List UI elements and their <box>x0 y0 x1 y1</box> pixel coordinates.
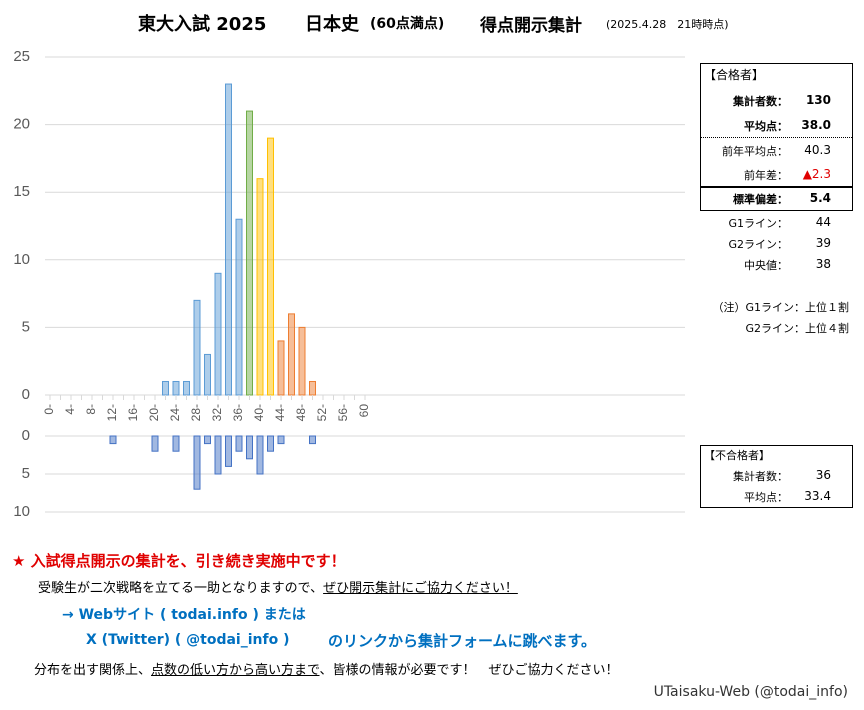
bar <box>204 435 211 445</box>
bar <box>151 435 159 452</box>
note: G2ライン：上位４割 <box>745 322 849 335</box>
bar <box>267 435 274 452</box>
y-tick-label: 0 <box>22 427 30 444</box>
bar <box>162 380 169 396</box>
bar <box>172 435 180 452</box>
bar <box>309 435 316 445</box>
bar <box>235 218 243 396</box>
stat-value: 39 <box>815 236 831 250</box>
stat-value: 5.4 <box>809 191 831 205</box>
x-tick-label: 56- <box>336 404 350 421</box>
separator <box>700 186 852 188</box>
bar <box>235 435 243 452</box>
title-subject: 日本史 <box>305 14 359 35</box>
x-link: X (Twitter) ( @todai_info ) <box>86 632 290 648</box>
bar <box>193 299 201 396</box>
x-tick-label: 32- <box>210 404 224 421</box>
stat-label: 前年差： <box>744 169 788 182</box>
x-tick-label: 52- <box>315 404 329 421</box>
stat-value: ▲2.3 <box>802 167 831 181</box>
bar <box>246 435 253 460</box>
text: 分布を出す関係上、 <box>34 663 152 678</box>
title-exam: 東大入試 2025 <box>138 14 267 35</box>
bar <box>225 83 232 396</box>
bar <box>172 380 180 396</box>
bar <box>256 435 264 475</box>
y-tick-label: 5 <box>22 465 30 482</box>
text: 、皆様の情報が必要です！ ぜひご協力ください！ <box>319 663 619 678</box>
x-tick-label: 60 <box>357 404 371 418</box>
x-tick-label: 20- <box>147 404 161 421</box>
bar <box>225 435 232 467</box>
y-tick-label: 20 <box>13 116 30 133</box>
y-tick-label: 10 <box>13 251 30 268</box>
x-tick-label: 0- <box>42 404 56 415</box>
stat-heading: 【不合格者】 <box>704 449 770 462</box>
title-timestamp: (2025.4.28 21時時点) <box>606 18 729 31</box>
bar <box>214 435 222 475</box>
y-tick-label: 10 <box>13 503 30 520</box>
stat-label: 前年平均点： <box>722 145 788 158</box>
text: 受験生が二次戦略を立てる一助となりますので、 <box>38 581 324 596</box>
stat-heading: 【合格者】 <box>704 68 765 82</box>
message-line: 分布を出す関係上、点数の低い方から高い方まで、皆様の情報が必要です！ ぜひご協力… <box>34 659 619 678</box>
message-line: 受験生が二次戦略を立てる一助となりますので、ぜひ開示集計にご協力ください！ <box>38 577 518 596</box>
stat-value: 40.3 <box>804 143 831 157</box>
headline: ★ 入試得点開示の集計を、引き続き実施中です！ <box>12 552 346 570</box>
web-link: → Webサイト ( todai.info ) または <box>62 607 306 623</box>
x-tick-label: 48- <box>294 404 308 421</box>
bar <box>298 326 306 396</box>
footer: UTaisaku-Web (@todai_info) <box>653 684 848 700</box>
x-tick-label: 28- <box>189 404 203 421</box>
x-tick-label: 36- <box>231 404 245 421</box>
stat-value: 44 <box>815 215 831 229</box>
x-tick-label: 44- <box>273 404 287 421</box>
link-note: のリンクから集計フォームに跳べます。 <box>328 632 597 650</box>
stat-label: 集計者数： <box>733 470 788 483</box>
stat-value: 38.0 <box>801 118 831 132</box>
y-tick-label: 25 <box>13 48 30 65</box>
title-heading: 得点開示集計 <box>480 16 582 36</box>
stat-value: 130 <box>805 93 831 107</box>
text: 点数の低い方から高い方まで <box>151 663 320 678</box>
stat-value: 36 <box>815 468 831 482</box>
text: ぜひ開示集計にご協力ください！ <box>323 581 518 596</box>
bar <box>277 435 285 445</box>
title-full-marks: (60点満点) <box>370 16 445 32</box>
stat-label: 中央値： <box>744 259 788 272</box>
stat-label: 標準偏差： <box>733 193 788 206</box>
bar <box>267 137 274 396</box>
stat-label: 平均点： <box>744 120 788 133</box>
x-tick-label: 24- <box>168 404 182 421</box>
bar <box>204 353 211 396</box>
note: （注）G1ライン：上位１割 <box>712 301 849 314</box>
bar <box>288 313 295 396</box>
x-tick-label: 8- <box>84 404 98 415</box>
stat-value: 33.4 <box>804 489 831 503</box>
x-tick-label: 40- <box>252 404 266 421</box>
stat-label: 平均点： <box>744 491 788 504</box>
bar <box>183 380 190 396</box>
bar <box>309 380 316 396</box>
bar <box>277 340 285 396</box>
x-tick-label: 16- <box>126 404 140 421</box>
y-tick-label: 0 <box>22 386 30 403</box>
bar <box>109 435 117 445</box>
stat-value: 38 <box>815 257 831 271</box>
x-tick-label: 12- <box>105 404 119 421</box>
bar <box>256 178 264 396</box>
y-tick-label: 15 <box>13 183 30 200</box>
separator <box>700 137 852 138</box>
y-tick-label: 5 <box>22 318 30 335</box>
stat-label: G2ライン： <box>728 238 788 251</box>
stat-label: 集計者数： <box>733 95 788 108</box>
fail-box <box>700 445 853 508</box>
stat-label: G1ライン： <box>728 217 788 230</box>
bar <box>193 435 201 490</box>
x-tick-label: 4- <box>63 404 77 415</box>
bar <box>214 272 222 396</box>
bar <box>246 110 253 396</box>
